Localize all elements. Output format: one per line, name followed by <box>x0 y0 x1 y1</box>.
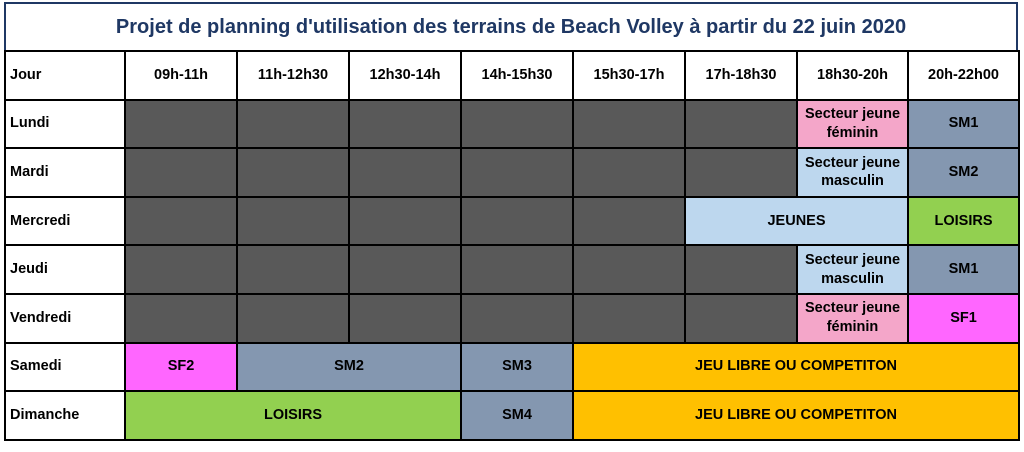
unavailable-cell <box>460 147 574 198</box>
unavailable-cell <box>124 98 238 150</box>
booking-cell: SF2 <box>124 341 238 393</box>
booking-cell: SM1 <box>907 98 1020 150</box>
booking-cell: SM4 <box>460 390 574 441</box>
booking-cell: Secteur jeune masculin <box>796 244 909 295</box>
unavailable-cell <box>572 147 686 198</box>
header-day-cell: Jour <box>4 50 126 101</box>
day-cell: Mardi <box>4 147 126 198</box>
booking-cell: SM2 <box>907 147 1020 198</box>
unavailable-cell <box>684 147 798 198</box>
header-slot-cell: 18h30-20h <box>796 50 909 101</box>
booking-cell: Secteur jeune féminin <box>796 98 909 150</box>
day-cell: Samedi <box>4 341 126 393</box>
unavailable-cell <box>124 147 238 198</box>
unavailable-cell <box>460 244 574 295</box>
day-cell: Jeudi <box>4 244 126 295</box>
header-slot-cell: 12h30-14h <box>348 50 462 101</box>
unavailable-cell <box>460 195 574 247</box>
day-cell: Lundi <box>4 98 126 150</box>
unavailable-cell <box>348 98 462 150</box>
planning-table: Jour 09h-11h 11h-12h30 12h30-14h 14h-15h… <box>4 50 1020 441</box>
unavailable-cell <box>236 98 350 150</box>
unavailable-cell <box>684 98 798 150</box>
booking-cell: JEU LIBRE OU COMPETITON <box>572 390 1020 441</box>
booking-cell: Secteur jeune masculin <box>796 147 909 198</box>
table-row: Samedi SF2 SM2 SM3 JEU LIBRE OU COMPETIT… <box>4 341 1020 393</box>
unavailable-cell <box>572 292 686 344</box>
unavailable-cell <box>348 244 462 295</box>
booking-cell: JEU LIBRE OU COMPETITON <box>572 341 1020 393</box>
unavailable-cell <box>460 98 574 150</box>
table-row: Mardi Secteur jeune masculin SM2 <box>4 147 1020 198</box>
table-row: Dimanche LOISIRS SM4 JEU LIBRE OU COMPET… <box>4 390 1020 441</box>
unavailable-cell <box>348 292 462 344</box>
booking-cell: Secteur jeune féminin <box>796 292 909 344</box>
booking-cell: SM1 <box>907 244 1020 295</box>
unavailable-cell <box>124 292 238 344</box>
header-slot-cell: 11h-12h30 <box>236 50 350 101</box>
booking-cell: LOISIRS <box>124 390 462 441</box>
header-slot-cell: 09h-11h <box>124 50 238 101</box>
unavailable-cell <box>236 195 350 247</box>
header-slot-cell: 17h-18h30 <box>684 50 798 101</box>
day-cell: Dimanche <box>4 390 126 441</box>
booking-cell: LOISIRS <box>907 195 1020 247</box>
unavailable-cell <box>684 292 798 344</box>
unavailable-cell <box>236 244 350 295</box>
header-slot-cell: 14h-15h30 <box>460 50 574 101</box>
header-slot-cell: 20h-22h00 <box>907 50 1020 101</box>
booking-cell: JEUNES <box>684 195 909 247</box>
table-row: Vendredi Secteur jeune féminin SF1 <box>4 292 1020 344</box>
unavailable-cell <box>572 195 686 247</box>
table-row: Lundi Secteur jeune féminin SM1 <box>4 98 1020 150</box>
unavailable-cell <box>236 292 350 344</box>
unavailable-cell <box>124 244 238 295</box>
page-title: Projet de planning d'utilisation des ter… <box>4 2 1018 50</box>
unavailable-cell <box>572 244 686 295</box>
booking-cell: SM3 <box>460 341 574 393</box>
table-row: Mercredi JEUNES LOISIRS <box>4 195 1020 247</box>
unavailable-cell <box>348 195 462 247</box>
unavailable-cell <box>684 244 798 295</box>
day-cell: Vendredi <box>4 292 126 344</box>
unavailable-cell <box>348 147 462 198</box>
unavailable-cell <box>460 292 574 344</box>
table-row: Jeudi Secteur jeune masculin SM1 <box>4 244 1020 295</box>
header-row: Jour 09h-11h 11h-12h30 12h30-14h 14h-15h… <box>4 50 1020 101</box>
header-slot-cell: 15h30-17h <box>572 50 686 101</box>
unavailable-cell <box>124 195 238 247</box>
unavailable-cell <box>572 98 686 150</box>
booking-cell: SF1 <box>907 292 1020 344</box>
booking-cell: SM2 <box>236 341 462 393</box>
day-cell: Mercredi <box>4 195 126 247</box>
unavailable-cell <box>236 147 350 198</box>
